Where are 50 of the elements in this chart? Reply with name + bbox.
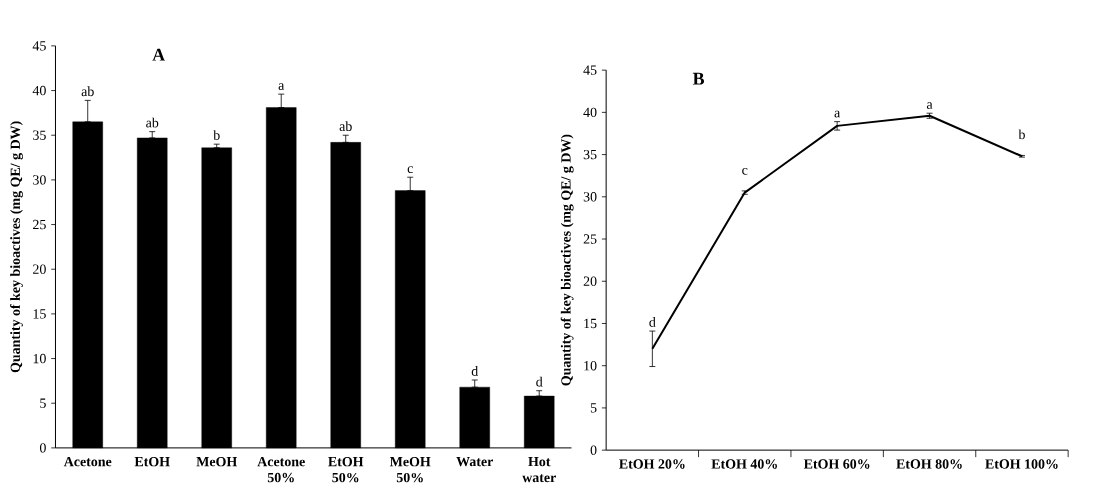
- y-tick-label: 40: [32, 85, 46, 96]
- x-tick-label: Water: [456, 456, 494, 467]
- y-axis-title: Quantity of key bioactives (mg QE/ g DW): [560, 134, 574, 386]
- annotation: a: [926, 102, 933, 110]
- chart-title: B: [692, 72, 705, 85]
- x-tick-label: EtOH 60%: [803, 459, 870, 469]
- x-tick-label: EtOH 80%: [896, 459, 962, 469]
- x-tick-label: Acetone: [63, 456, 112, 467]
- y-tick-label: 20: [583, 276, 597, 286]
- annotation: ab: [81, 86, 94, 97]
- chart-title: A: [152, 48, 166, 61]
- annotation: b: [1018, 129, 1025, 140]
- x-tick-label: Hot water: [522, 456, 556, 483]
- annotation: b: [213, 130, 220, 140]
- x-tick-label: MeOH 50%: [389, 456, 431, 483]
- x-tick-label: Acetone 50%: [257, 456, 305, 483]
- y-tick-label: 45: [583, 65, 597, 75]
- x-tick-label: EtOH 20%: [619, 459, 685, 469]
- y-tick-label: 30: [583, 192, 597, 202]
- x-tick-label: EtOH 100%: [985, 459, 1058, 469]
- y-tick-label: 5: [40, 398, 46, 408]
- y-tick-label: 30: [33, 175, 46, 185]
- y-tick-label: 40: [583, 107, 597, 118]
- y-tick-label: 10: [33, 353, 46, 364]
- y-tick-label: 5: [590, 403, 597, 413]
- annotation: d: [649, 317, 656, 327]
- y-tick-label: 25: [583, 234, 597, 244]
- annotation: c: [742, 167, 748, 175]
- y-axis-title: Quantity of key bioactives (mg QE/ g DW): [10, 121, 23, 373]
- annotation: c: [407, 166, 413, 174]
- y-tick-label: 0: [39, 443, 46, 453]
- annotation: d: [536, 376, 543, 387]
- annotation: a: [834, 110, 841, 118]
- y-tick-label: 25: [33, 219, 46, 230]
- y-tick-label: 15: [584, 318, 597, 329]
- y-tick-label: 20: [33, 264, 46, 274]
- annotation: d: [471, 365, 479, 376]
- y-tick-label: 10: [584, 360, 597, 371]
- x-tick-label: EtOH: [134, 456, 170, 467]
- x-tick-label: MeOH: [196, 456, 238, 467]
- y-tick-label: 35: [583, 149, 597, 160]
- y-tick-label: 0: [590, 445, 597, 455]
- annotation: ab: [339, 121, 352, 132]
- y-tick-label: 35: [33, 130, 46, 140]
- x-tick-label: EtOH 40%: [711, 459, 777, 469]
- y-tick-label: 15: [33, 309, 46, 319]
- annotation: a: [278, 83, 285, 90]
- annotation: ab: [146, 117, 159, 128]
- y-tick-label: 45: [32, 41, 46, 51]
- x-tick-label: EtOH 50%: [328, 456, 364, 483]
